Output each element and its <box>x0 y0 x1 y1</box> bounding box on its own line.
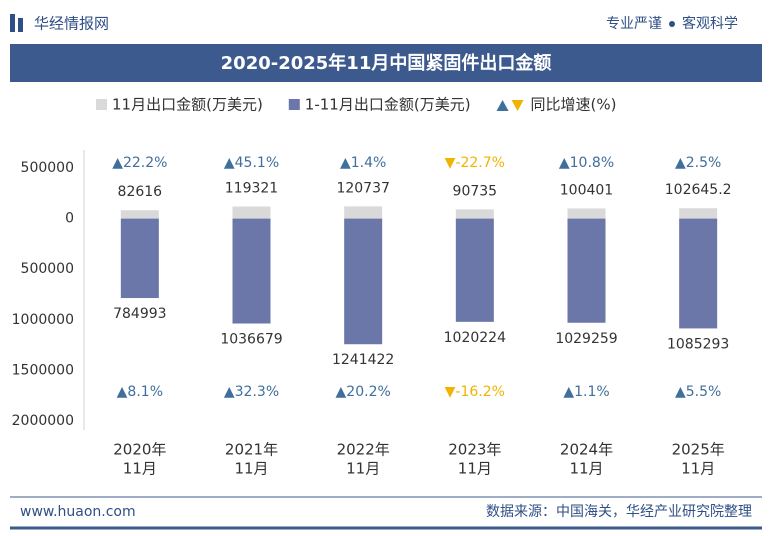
data-label: 119321 <box>225 181 278 197</box>
x-tick-label: 2021年 <box>225 441 278 459</box>
slogan: 专业严谨 <box>606 16 662 32</box>
title-band <box>10 44 762 82</box>
growth-label: ▲1.4% <box>340 155 386 171</box>
growth-label: ▼-22.7% <box>445 155 505 171</box>
y-tick-label: 1500000 <box>12 362 74 378</box>
legend-symbol <box>511 100 524 111</box>
y-tick-label: 0 <box>65 211 74 227</box>
legend-swatch <box>288 99 300 110</box>
growth-label: ▲1.1% <box>563 384 609 400</box>
x-tick-label: 11月 <box>123 460 157 478</box>
x-tick-label: 11月 <box>681 460 715 478</box>
chart-title: 2020-2025年11月中国紧固件出口金额 <box>221 52 552 74</box>
legend-label: 11月出口金额(万美元) <box>112 96 263 114</box>
brand-icon <box>18 18 23 32</box>
data-label: 784993 <box>113 306 166 322</box>
bar <box>232 218 271 324</box>
x-tick-label: 2022年 <box>337 441 390 459</box>
data-label: 82616 <box>118 184 163 200</box>
growth-label: ▲20.2% <box>336 384 391 400</box>
data-label: 1020224 <box>444 330 506 346</box>
growth-label: ▲2.5% <box>675 155 721 171</box>
growth-label: ▼-16.2% <box>445 384 505 400</box>
slogan-dot <box>669 21 675 27</box>
bar <box>567 208 606 219</box>
x-tick-label: 2025年 <box>672 441 725 459</box>
data-label: 1036679 <box>220 332 282 348</box>
x-tick-label: 11月 <box>458 460 492 478</box>
bar <box>344 218 383 345</box>
y-tick-label: 1000000 <box>12 312 74 328</box>
data-label: 1241422 <box>332 352 394 368</box>
y-tick-label: 500000 <box>21 261 74 277</box>
website: www.huaon.com <box>20 504 136 520</box>
growth-label: ▲8.1% <box>117 384 163 400</box>
bar <box>344 206 383 219</box>
x-tick-label: 2020年 <box>113 441 166 459</box>
data-label: 100401 <box>560 182 613 198</box>
brand: 华经情报网 <box>34 15 109 33</box>
growth-label: ▲10.8% <box>559 155 614 171</box>
growth-label: ▲22.2% <box>112 155 167 171</box>
bar <box>567 218 606 323</box>
growth-label: ▲45.1% <box>224 155 279 171</box>
x-tick-label: 11月 <box>569 460 603 478</box>
data-label: 1085293 <box>667 336 729 352</box>
x-tick-label: 11月 <box>346 460 380 478</box>
slogan: 客观科学 <box>682 15 738 32</box>
legend-label: 1-11月出口金额(万美元) <box>305 96 471 114</box>
y-tick-label: 500000 <box>21 160 74 176</box>
growth-label: ▲32.3% <box>224 384 279 400</box>
data-label: 90735 <box>453 183 498 199</box>
data-label: 120737 <box>336 180 389 196</box>
legend-symbol <box>496 100 509 111</box>
data-label: 102645.2 <box>665 182 732 198</box>
legend-label: 同比增速(%) <box>531 96 617 114</box>
bar <box>455 218 494 322</box>
source: 数据来源：中国海关，华经产业研究院整理 <box>486 504 752 520</box>
x-tick-label: 2023年 <box>448 441 501 459</box>
legend-swatch <box>96 99 107 110</box>
bar <box>679 208 718 219</box>
bar <box>455 209 494 219</box>
growth-label: ▲5.5% <box>675 384 721 400</box>
x-tick-label: 2024年 <box>560 441 613 459</box>
data-label: 1029259 <box>555 331 617 347</box>
brand-icon <box>10 14 15 32</box>
bar <box>679 218 718 329</box>
bar <box>232 206 271 219</box>
bar <box>120 218 159 299</box>
bar <box>120 210 159 219</box>
y-tick-label: 2000000 <box>12 413 74 429</box>
x-tick-label: 11月 <box>234 460 268 478</box>
